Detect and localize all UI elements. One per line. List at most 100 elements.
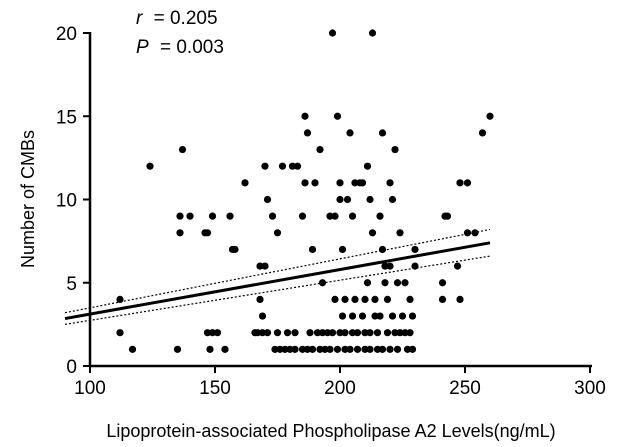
- x-axis-label: Lipoprotein-associated Phospholipase A2 …: [106, 421, 555, 441]
- y-tick-label: 10: [56, 191, 77, 212]
- data-point: [306, 329, 314, 337]
- data-point: [116, 329, 124, 337]
- data-point: [213, 329, 222, 337]
- confidence-band: [64, 228, 491, 325]
- data-point: [406, 295, 414, 303]
- data-point: [388, 195, 397, 204]
- data-point: [308, 245, 317, 254]
- data-point: [443, 212, 452, 220]
- data-point: [208, 329, 217, 337]
- data-point: [333, 112, 342, 120]
- data-point: [351, 179, 359, 187]
- data-point: [328, 329, 337, 337]
- data-points: [116, 29, 494, 353]
- data-point: [343, 195, 352, 204]
- data-point: [371, 312, 379, 320]
- data-point: [376, 312, 384, 320]
- data-point: [226, 212, 234, 220]
- data-point: [438, 295, 447, 303]
- data-point: [258, 329, 267, 337]
- confidence-upper-line: [64, 228, 491, 314]
- data-point: [401, 279, 409, 287]
- data-point: [281, 345, 289, 353]
- data-point: [331, 295, 339, 303]
- data-point: [358, 312, 367, 320]
- data-point: [383, 329, 392, 337]
- data-point: [453, 262, 462, 270]
- data-point: [231, 245, 239, 254]
- data-point: [358, 179, 367, 187]
- data-point: [321, 345, 329, 353]
- data-point: [478, 129, 487, 137]
- data-point: [341, 295, 349, 303]
- x-tick-label: 250: [449, 378, 481, 399]
- data-point: [116, 295, 124, 303]
- data-point: [381, 279, 389, 287]
- data-point: [456, 179, 464, 187]
- data-point: [341, 329, 349, 337]
- data-point: [386, 262, 394, 270]
- data-point: [463, 229, 472, 237]
- data-point: [288, 162, 297, 170]
- data-point: [376, 212, 384, 220]
- data-point: [353, 329, 362, 337]
- p-value: = 0.003: [160, 37, 224, 58]
- data-point: [411, 262, 419, 270]
- data-point: [348, 212, 357, 220]
- data-point: [398, 312, 407, 320]
- y-tick-label: 15: [56, 107, 77, 128]
- data-point: [361, 345, 369, 353]
- data-point: [386, 179, 394, 187]
- data-point: [283, 329, 292, 337]
- data-point: [173, 345, 182, 353]
- data-point: [391, 145, 399, 154]
- data-point: [338, 245, 347, 254]
- data-point: [203, 229, 212, 237]
- r-annotation: r = 0.205: [136, 8, 218, 29]
- data-point: [411, 245, 419, 254]
- data-point: [378, 345, 387, 353]
- data-point: [408, 312, 417, 320]
- y-tick-label: 20: [56, 24, 77, 45]
- data-point: [366, 345, 374, 353]
- data-point: [378, 245, 387, 254]
- data-point: [178, 145, 187, 154]
- data-point: [261, 262, 269, 270]
- data-point: [373, 345, 382, 353]
- data-point: [338, 312, 347, 320]
- p-annotation: P = 0.003: [136, 37, 224, 58]
- r-value: = 0.205: [154, 8, 218, 29]
- data-point: [308, 345, 317, 353]
- x-tick-label: 300: [574, 378, 606, 399]
- data-point: [391, 329, 399, 337]
- data-point: [463, 179, 472, 187]
- data-point: [298, 345, 307, 353]
- data-point: [336, 179, 344, 187]
- data-point: [373, 329, 382, 337]
- data-point: [176, 212, 184, 220]
- data-point: [348, 329, 357, 337]
- data-point: [316, 145, 324, 154]
- data-point: [293, 162, 302, 170]
- data-point: [241, 179, 249, 187]
- data-point: [368, 229, 377, 237]
- p-symbol: P: [136, 37, 149, 58]
- data-point: [221, 345, 229, 353]
- data-point: [336, 329, 344, 337]
- y-tick-label: 0: [66, 357, 77, 378]
- data-point: [326, 212, 334, 220]
- data-point: [208, 212, 217, 220]
- data-point: [406, 329, 414, 337]
- data-point: [353, 345, 362, 353]
- data-point: [368, 29, 377, 37]
- data-point: [318, 329, 327, 337]
- data-point: [316, 345, 324, 353]
- data-point: [301, 179, 309, 187]
- data-point: [403, 345, 412, 353]
- data-point: [253, 329, 262, 337]
- data-point: [303, 129, 312, 137]
- data-point: [263, 329, 272, 337]
- data-point: [363, 162, 372, 170]
- data-point: [313, 329, 322, 337]
- data-point: [341, 345, 349, 353]
